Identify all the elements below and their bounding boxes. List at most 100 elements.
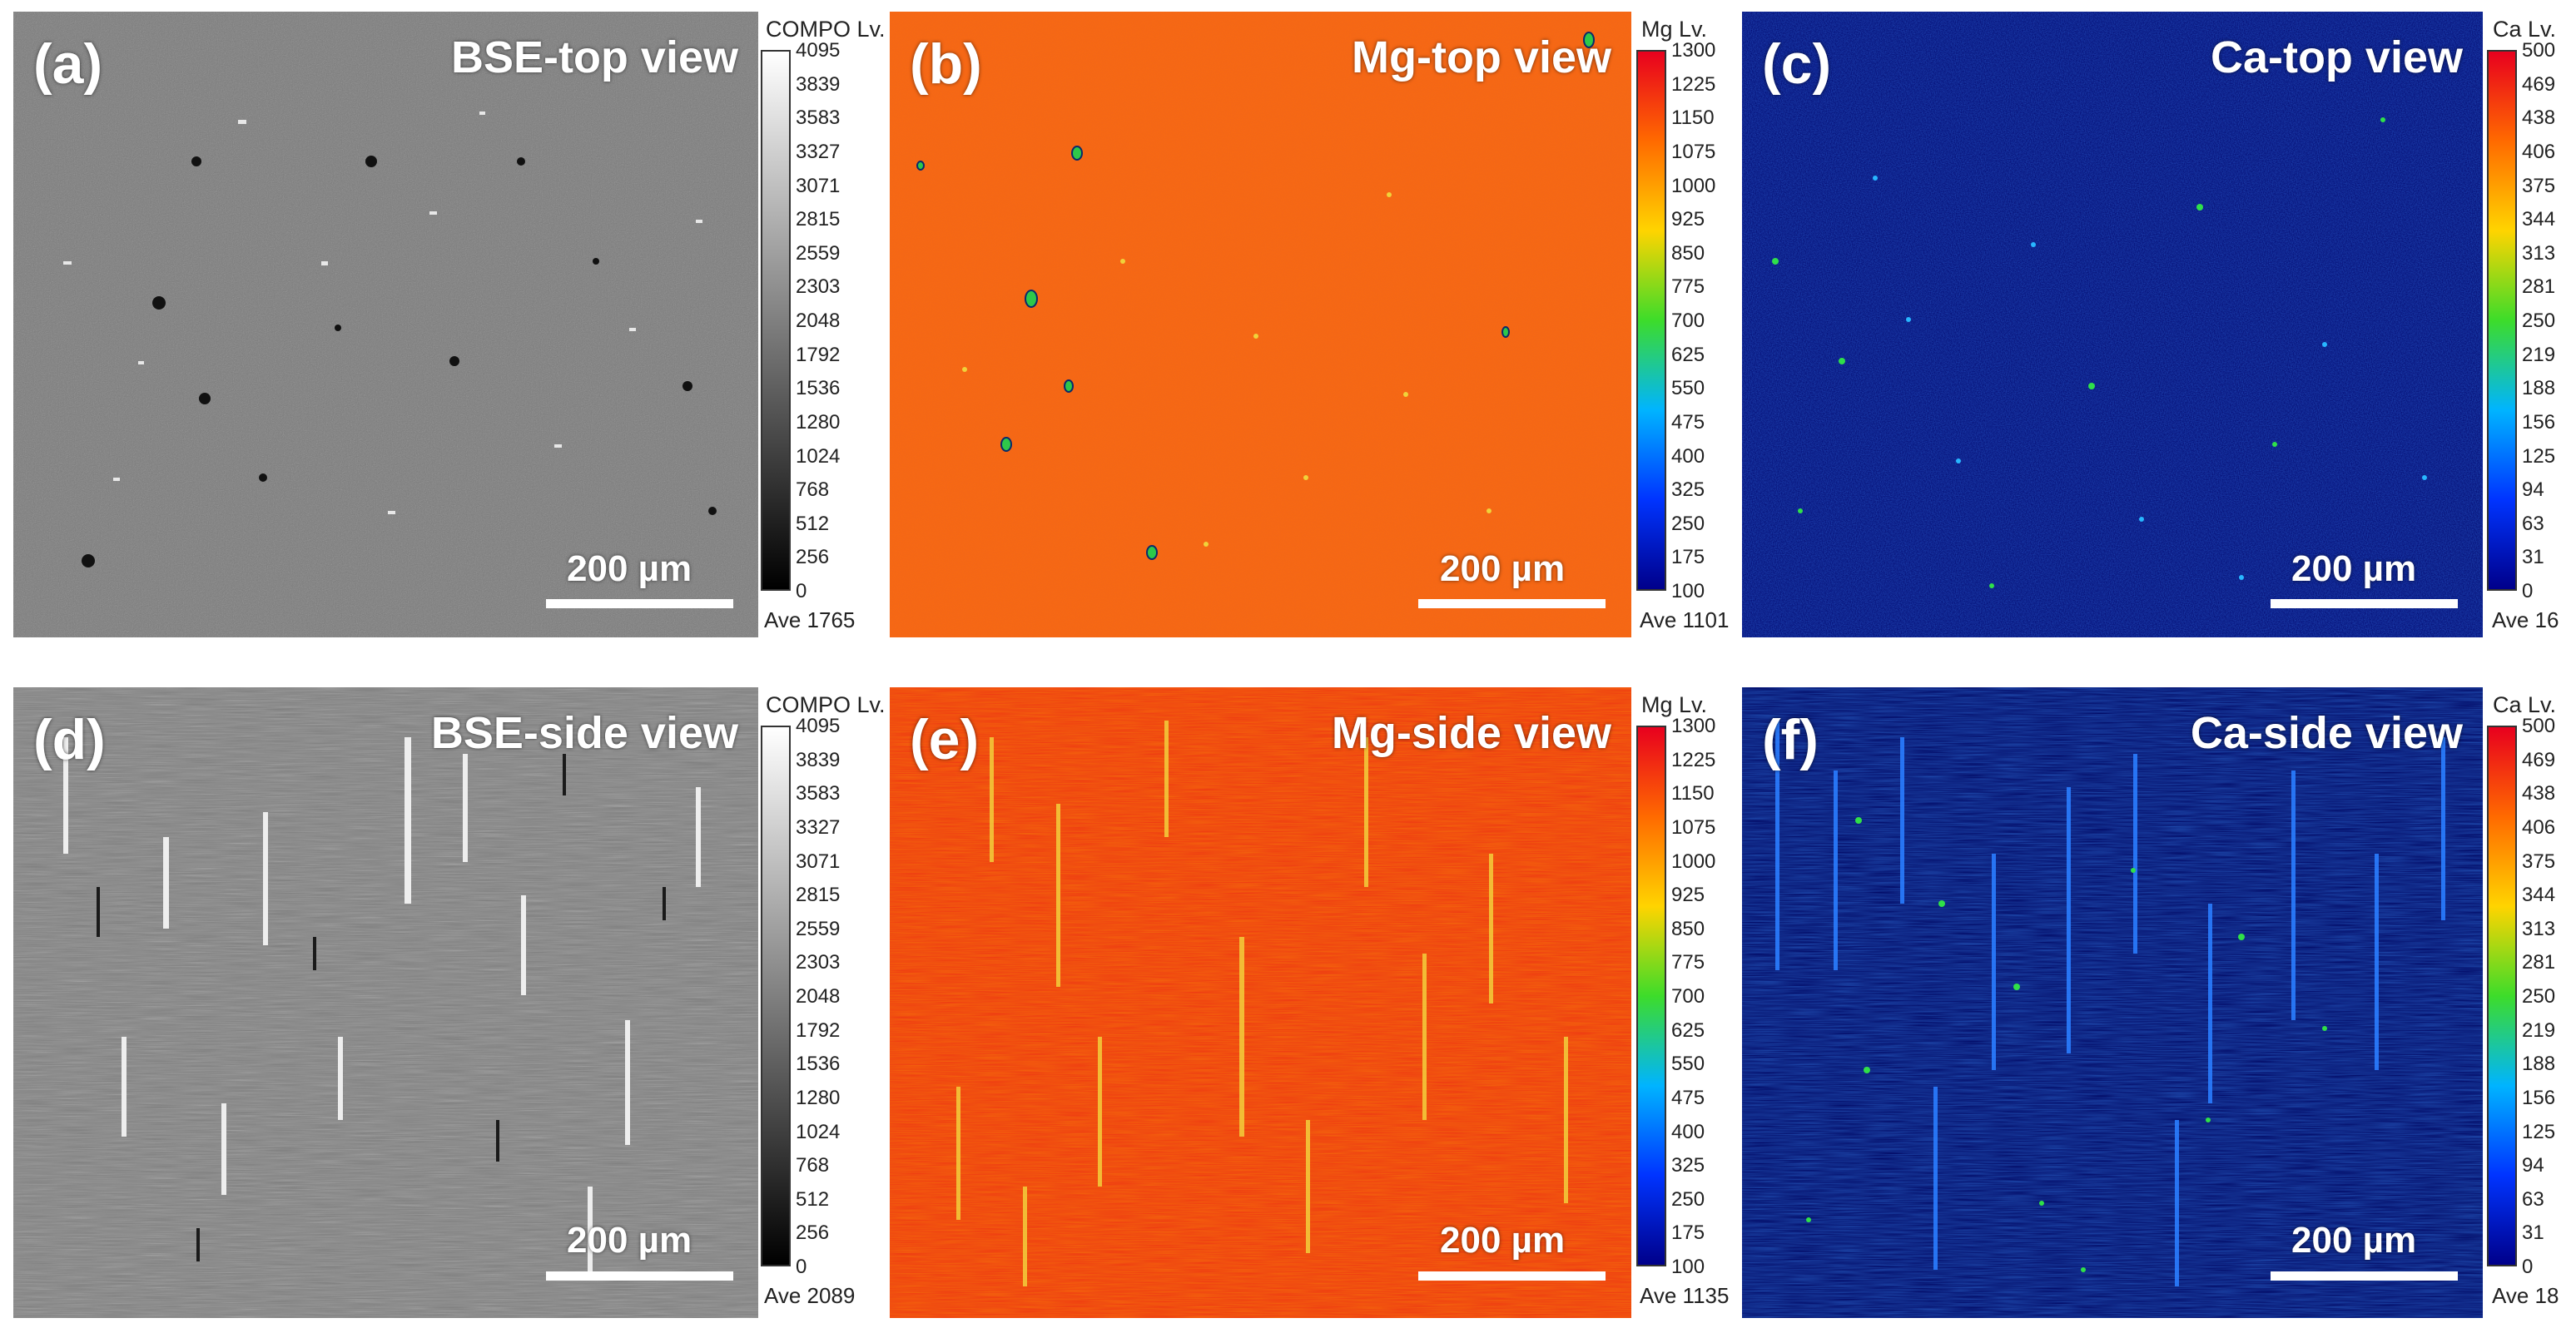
colorbar-tick-label: 1792 — [796, 343, 841, 366]
colorbar-tick-label: 400 — [1671, 1120, 1705, 1143]
colorbar-tick-label: 850 — [1671, 241, 1705, 265]
panel-label: (c) — [1762, 32, 1832, 96]
panel-b-image: (b) Mg-top view 200 µm — [890, 12, 1631, 637]
colorbar-tick-label: 512 — [796, 512, 830, 535]
colorbar-tick-label: 1536 — [796, 377, 841, 400]
colorbar-tick-label: 63 — [2522, 1187, 2544, 1211]
scale-bar-label: 200 µm — [567, 1220, 692, 1261]
panel-d-image: (d) BSE-side view 200 µm — [13, 687, 758, 1318]
colorbar-tick-label: 2815 — [796, 884, 841, 907]
colorbar-tick-label: 775 — [1671, 951, 1705, 974]
colorbar-tick-label: 188 — [2522, 377, 2556, 400]
colorbar-tick-label: 1150 — [1671, 782, 1715, 805]
colorbar-tick-label: 281 — [2522, 951, 2556, 974]
colorbar-tick-label: 4095 — [796, 715, 841, 737]
colorbar-tick-label: 1000 — [1671, 850, 1716, 873]
colorbar-tick-label: 1280 — [796, 1086, 841, 1109]
colorbar-tick-label: 0 — [2522, 1256, 2534, 1278]
colorbar-header: Mg Lv. — [1641, 692, 1708, 717]
colorbar-tick-label: 313 — [2522, 917, 2556, 940]
colorbar-tick-label: 325 — [1671, 1154, 1705, 1177]
colorbar-tick-label: 3071 — [796, 850, 841, 873]
colorbar-tick-label: 250 — [1671, 512, 1705, 535]
scale-bar — [2271, 599, 2458, 608]
colorbar-tick-label: 0 — [796, 1256, 807, 1278]
colorbar — [1636, 726, 1666, 1266]
panel-e-image: (e) Mg-side view 200 µm — [890, 687, 1631, 1318]
panel-label: (b) — [910, 32, 982, 96]
colorbar-tick-label: 3583 — [796, 782, 841, 805]
colorbar — [2487, 50, 2517, 591]
panel-title: BSE-top view — [450, 32, 738, 82]
colorbar-tick-label: 4095 — [796, 39, 841, 62]
colorbar-tick-label: 500 — [2522, 715, 2556, 737]
colorbar-tick-label: 768 — [796, 1154, 830, 1177]
colorbar-tick-label: 1225 — [1671, 748, 1716, 771]
scale-bar — [546, 599, 733, 608]
colorbar-tick-label: 2048 — [796, 985, 841, 1008]
colorbar-tick-label: 1075 — [1671, 815, 1716, 839]
colorbar-tick-label: 125 — [2522, 444, 2556, 468]
scale-bar — [2271, 1271, 2458, 1281]
colorbar-tick-label: 768 — [796, 478, 830, 502]
panel-title: Ca-top view — [2210, 32, 2463, 82]
colorbar-tick-label: 775 — [1671, 275, 1705, 299]
scale-bar — [546, 1271, 733, 1281]
colorbar-tick-label: 219 — [2522, 1018, 2556, 1042]
colorbar-header: Ca Lv. — [2493, 17, 2557, 42]
average-value: Ave 1101 — [1640, 607, 1730, 632]
colorbar-tick-label: 175 — [1671, 1222, 1705, 1245]
colorbar-tick-label: 0 — [796, 580, 807, 602]
colorbar-tick-label: 188 — [2522, 1053, 2556, 1076]
panel-label: (a) — [33, 32, 103, 96]
panel-title: Ca-side view — [2190, 708, 2463, 758]
colorbar-tick-label: 469 — [2522, 72, 2556, 96]
average-value: Ave 18 — [2492, 1283, 2559, 1308]
colorbar-tick-label: 1000 — [1671, 174, 1716, 197]
colorbar-tick-label: 550 — [1671, 1053, 1705, 1076]
scale-bar-label: 200 µm — [2291, 548, 2417, 589]
average-value: Ave 1765 — [764, 607, 856, 632]
colorbar-tick-label: 475 — [1671, 410, 1705, 434]
colorbar-header: Mg Lv. — [1641, 17, 1708, 42]
colorbar — [761, 726, 791, 1266]
colorbar — [2487, 726, 2517, 1266]
colorbar-tick-label: 344 — [2522, 884, 2556, 907]
panel-title: Mg-top view — [1352, 32, 1611, 82]
colorbar-tick-label: 3327 — [796, 140, 841, 163]
colorbar-tick-label: 175 — [1671, 546, 1705, 569]
colorbar-tick-label: 469 — [2522, 748, 2556, 771]
colorbar-tick-label: 2303 — [796, 275, 841, 299]
panel-label: (e) — [910, 708, 980, 771]
colorbar-tick-label: 512 — [796, 1187, 830, 1211]
average-value: Ave 1135 — [1640, 1283, 1730, 1308]
colorbar-tick-label: 1225 — [1671, 72, 1716, 96]
colorbar-tick-label: 1536 — [796, 1053, 841, 1076]
colorbar-tick-label: 2559 — [796, 917, 841, 940]
colorbar-tick-label: 313 — [2522, 241, 2556, 265]
colorbar-tick-label: 1792 — [796, 1018, 841, 1042]
colorbar-tick-label: 1150 — [1671, 107, 1715, 130]
colorbar-tick-label: 2303 — [796, 951, 841, 974]
scale-bar-label: 200 µm — [1440, 1220, 1566, 1261]
average-value: Ave 16 — [2492, 607, 2559, 632]
colorbar-tick-label: 438 — [2522, 107, 2556, 130]
colorbar-tick-label: 1024 — [796, 1120, 841, 1143]
colorbar-tick-label: 156 — [2522, 1086, 2556, 1109]
panel-label: (d) — [33, 708, 106, 771]
colorbar-tick-label: 94 — [2522, 478, 2544, 502]
colorbar-tick-label: 250 — [2522, 985, 2556, 1008]
colorbar-tick-label: 3071 — [796, 174, 841, 197]
scale-bar-label: 200 µm — [1440, 548, 1566, 589]
colorbar-tick-label: 625 — [1671, 343, 1705, 366]
scale-bar — [1418, 1271, 1606, 1281]
colorbar-tick-label: 281 — [2522, 275, 2556, 299]
colorbar-tick-label: 550 — [1671, 377, 1705, 400]
colorbar-tick-label: 250 — [2522, 310, 2556, 332]
colorbar-tick-label: 400 — [1671, 444, 1705, 468]
colorbar-tick-label: 156 — [2522, 410, 2556, 434]
colorbar-tick-label: 100 — [1671, 580, 1705, 602]
colorbar-tick-label: 250 — [1671, 1187, 1705, 1211]
colorbar-tick-label: 375 — [2522, 850, 2556, 873]
scale-bar — [1418, 599, 1606, 608]
